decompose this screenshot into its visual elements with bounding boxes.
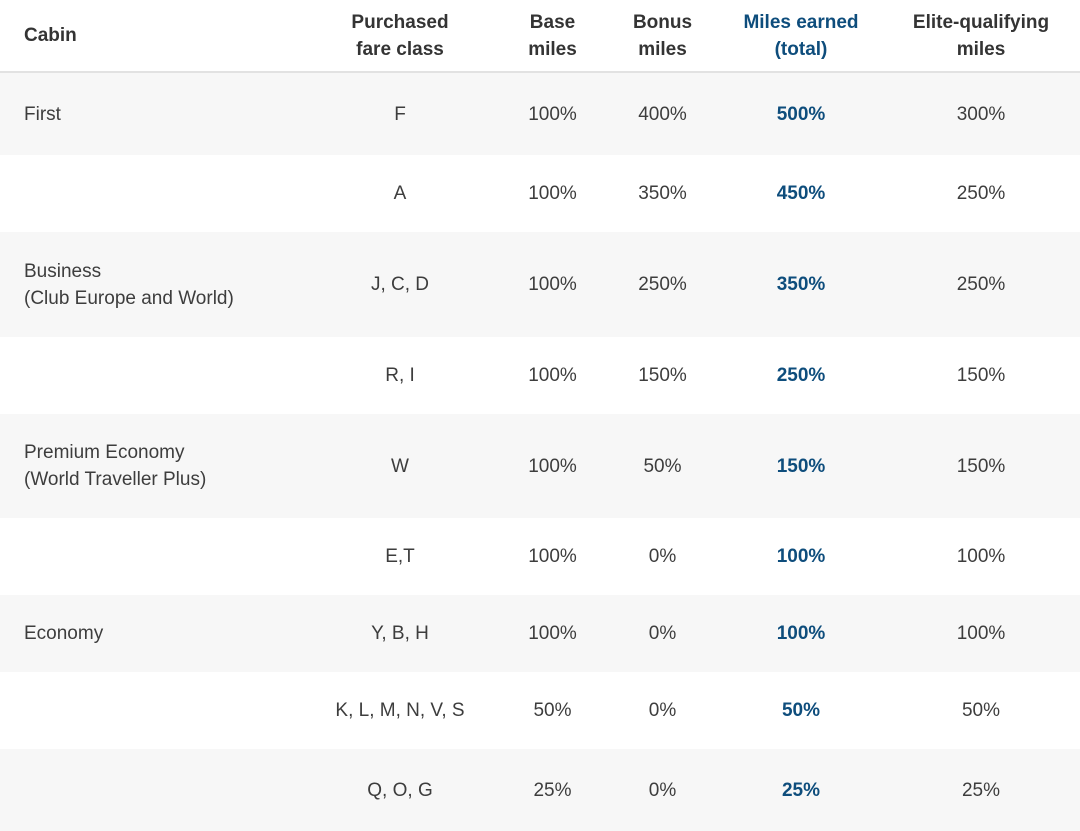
- elite-qualifying-cell: 250%: [956, 183, 1006, 204]
- bonus-miles-cell: 0%: [648, 546, 677, 567]
- table-row: Premium Economy (World Traveller Plus) W…: [0, 414, 1080, 518]
- base-miles-cell: 100%: [528, 274, 577, 295]
- bonus-miles-cell: 350%: [638, 183, 687, 204]
- fare-class-cell: J, C, D: [370, 274, 430, 295]
- cabin-cell: Economy: [24, 623, 104, 644]
- fare-class-cell: Y, B, H: [371, 623, 429, 644]
- table-header-row: Cabin Purchased fare class Base miles Bo…: [0, 0, 1080, 73]
- bonus-miles-cell: 150%: [638, 365, 687, 386]
- column-header-miles-earned: Miles earned (total): [743, 11, 859, 60]
- elite-qualifying-cell: 150%: [956, 365, 1006, 386]
- column-header-fare-class: Purchased fare class: [351, 11, 449, 60]
- miles-earned-cell: 25%: [781, 779, 821, 801]
- table-row: E,T 100% 0% 100% 100%: [0, 518, 1080, 595]
- base-miles-cell: 100%: [528, 546, 577, 567]
- elite-qualifying-cell: 50%: [961, 700, 1001, 721]
- elite-qualifying-cell: 100%: [956, 623, 1006, 644]
- miles-earned-cell: 100%: [776, 546, 826, 567]
- column-header-base-miles: Base miles: [528, 11, 577, 60]
- miles-earned-cell: 50%: [781, 700, 821, 721]
- bonus-miles-cell: 0%: [648, 623, 677, 644]
- miles-earned-cell: 150%: [776, 455, 826, 477]
- column-header-cabin: Cabin: [24, 25, 77, 46]
- cabin-cell: Premium Economy (World Traveller Plus): [24, 442, 207, 490]
- fare-class-cell: R, I: [385, 365, 415, 386]
- elite-qualifying-cell: 100%: [956, 546, 1006, 567]
- table-row: First F 100% 400% 500% 300%: [0, 73, 1080, 155]
- fare-class-cell: F: [394, 103, 406, 125]
- bonus-miles-cell: 50%: [643, 455, 682, 477]
- base-miles-cell: 50%: [533, 700, 572, 721]
- elite-qualifying-cell: 150%: [956, 455, 1006, 477]
- base-miles-cell: 100%: [528, 365, 577, 386]
- table-row: R, I 100% 150% 250% 150%: [0, 337, 1080, 414]
- miles-earned-cell: 350%: [776, 274, 826, 295]
- miles-earned-cell: 100%: [776, 623, 826, 644]
- miles-earned-cell: 500%: [776, 103, 826, 125]
- column-header-bonus-miles: Bonus miles: [632, 11, 693, 60]
- elite-qualifying-cell: 250%: [956, 274, 1006, 295]
- table-row: A 100% 350% 450% 250%: [0, 155, 1080, 232]
- base-miles-cell: 100%: [528, 103, 577, 125]
- base-miles-cell: 100%: [528, 183, 577, 204]
- miles-earned-cell: 450%: [776, 183, 826, 204]
- base-miles-cell: 100%: [528, 623, 577, 644]
- table-body: First F 100% 400% 500% 300% A 100% 350% …: [0, 73, 1080, 831]
- table-row: K, L, M, N, V, S 50% 0% 50% 50%: [0, 672, 1080, 749]
- fare-class-cell: K, L, M, N, V, S: [335, 700, 465, 721]
- table-row: Q, O, G 25% 0% 25% 25%: [0, 749, 1080, 831]
- fare-class-cell: W: [391, 455, 409, 477]
- bonus-miles-cell: 0%: [648, 779, 677, 801]
- base-miles-cell: 100%: [528, 455, 577, 477]
- table-row: Business (Club Europe and World) J, C, D…: [0, 232, 1080, 337]
- column-header-elite-qualifying: Elite-qualifying miles: [912, 11, 1050, 60]
- base-miles-cell: 25%: [533, 779, 572, 801]
- miles-earned-cell: 250%: [776, 365, 826, 386]
- table-row: Economy Y, B, H 100% 0% 100% 100%: [0, 595, 1080, 672]
- cabin-cell: Business (Club Europe and World): [24, 260, 234, 309]
- elite-qualifying-cell: 300%: [956, 103, 1006, 125]
- bonus-miles-cell: 400%: [638, 103, 687, 125]
- fare-class-cell: Q, O, G: [367, 779, 433, 801]
- fare-class-cell: A: [393, 183, 407, 204]
- fare-class-cell: E,T: [385, 546, 415, 567]
- bonus-miles-cell: 250%: [638, 274, 687, 295]
- bonus-miles-cell: 0%: [648, 700, 677, 721]
- elite-qualifying-cell: 25%: [961, 779, 1001, 801]
- cabin-cell: First: [24, 103, 61, 125]
